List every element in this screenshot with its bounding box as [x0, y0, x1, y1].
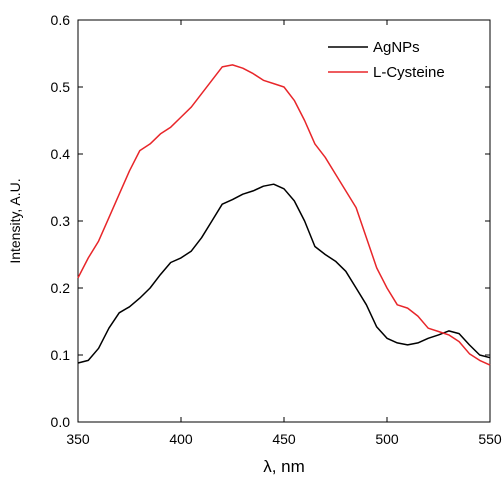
y-tick-label: 0.1	[51, 347, 71, 363]
x-tick-label: 400	[169, 431, 193, 447]
series-line-l-cysteine	[77, 64, 491, 366]
x-tick-label: 450	[272, 431, 296, 447]
x-tick-label: 500	[375, 431, 399, 447]
legend: AgNPs L-Cysteine	[328, 39, 445, 81]
legend-label-agnps: AgNPs	[373, 39, 420, 56]
y-tick-label: 0.6	[51, 12, 71, 28]
y-tick-label: 0.5	[51, 79, 71, 95]
x-tick-label: 550	[478, 431, 502, 447]
y-tick-label: 0.0	[51, 414, 71, 430]
series-line-agnps	[77, 183, 491, 364]
x-tick-label: 350	[66, 431, 90, 447]
series-layer	[77, 64, 491, 366]
legend-label-l-cysteine: L-Cysteine	[373, 64, 445, 81]
y-axis-ticks: 0.0 0.1 0.2 0.3 0.4 0.5 0.6	[51, 12, 490, 430]
y-tick-label: 0.4	[51, 146, 71, 162]
y-tick-label: 0.3	[51, 213, 71, 229]
x-axis-title: λ, nm	[263, 457, 305, 476]
x-axis-ticks: 350 400 450 500 550	[66, 20, 502, 447]
y-axis-title: Intensity, A.U.	[7, 178, 23, 263]
y-tick-label: 0.2	[51, 280, 71, 296]
